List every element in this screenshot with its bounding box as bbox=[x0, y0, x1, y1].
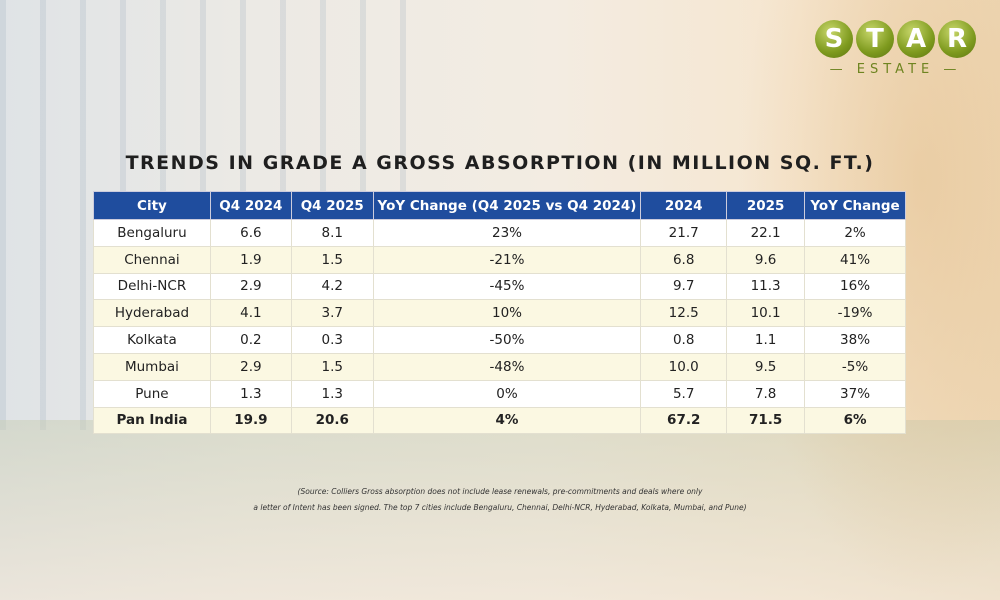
value-cell: 1.3 bbox=[290, 379, 374, 408]
column-header: Q4 2025 bbox=[290, 191, 374, 220]
value-cell: 5.7 bbox=[640, 379, 728, 408]
value-cell: 0.3 bbox=[290, 326, 374, 354]
chart-title: TRENDS IN GRADE A GROSS ABSORPTION (IN M… bbox=[125, 152, 875, 174]
logo-letter: T bbox=[856, 20, 894, 58]
value-cell: 6% bbox=[804, 406, 906, 435]
table-row: Bengaluru 6.6 8.1 23% 21.7 22.1 2% bbox=[93, 219, 906, 247]
logo-subtitle: ESTATE bbox=[856, 62, 935, 77]
value-cell: 16% bbox=[804, 272, 906, 301]
value-cell: 9.5 bbox=[726, 352, 806, 381]
column-header: 2025 bbox=[726, 191, 806, 220]
background-ground bbox=[0, 420, 1000, 600]
value-cell: 19.9 bbox=[209, 406, 292, 435]
city-cell: Delhi-NCR bbox=[93, 272, 211, 301]
star-estate-logo: S T A R — ESTATE — bbox=[813, 20, 978, 77]
footnote-line-1: (Source: Colliers Gross absorption does … bbox=[297, 487, 703, 496]
table-row: Pune 1.3 1.3 0% 5.7 7.8 37% bbox=[93, 379, 906, 408]
city-cell: Pune bbox=[93, 379, 211, 408]
logo-letter: A bbox=[897, 20, 935, 58]
value-cell: 20.6 bbox=[290, 406, 374, 435]
value-cell: 9.7 bbox=[640, 272, 728, 301]
value-cell: 10.1 bbox=[726, 299, 806, 328]
value-cell: 2% bbox=[804, 219, 906, 247]
column-header: City bbox=[93, 191, 211, 220]
column-header: Q4 2024 bbox=[209, 191, 292, 220]
city-cell: Bengaluru bbox=[93, 219, 211, 247]
value-cell: -21% bbox=[372, 245, 642, 274]
value-cell: 6.6 bbox=[209, 219, 292, 247]
value-cell: 4.2 bbox=[290, 272, 374, 301]
value-cell: -48% bbox=[372, 352, 642, 381]
value-cell: 3.7 bbox=[290, 299, 374, 328]
value-cell: 4% bbox=[372, 406, 642, 435]
value-cell: 12.5 bbox=[640, 299, 728, 328]
value-cell: 1.3 bbox=[209, 379, 292, 408]
value-cell: 10% bbox=[372, 299, 642, 328]
value-cell: 0.8 bbox=[640, 326, 728, 354]
city-cell: Pan India bbox=[93, 406, 211, 435]
value-cell: 10.0 bbox=[640, 352, 728, 381]
column-header: YoY Change (Q4 2025 vs Q4 2024) bbox=[372, 191, 642, 220]
value-cell: 38% bbox=[804, 326, 906, 354]
table-header-row: City Q4 2024 Q4 2025 YoY Change (Q4 2025 vs… bbox=[93, 191, 906, 220]
table-row: Mumbai 2.9 1.5 -48% 10.0 9.5 -5% bbox=[93, 352, 906, 381]
value-cell: 41% bbox=[804, 245, 906, 274]
city-cell: Chennai bbox=[93, 245, 211, 274]
value-cell: 23% bbox=[372, 219, 642, 247]
value-cell: -50% bbox=[372, 326, 642, 354]
value-cell: 11.3 bbox=[726, 272, 806, 301]
table-total-row: Pan India 19.9 20.6 4% 67.2 71.5 6% bbox=[93, 406, 906, 435]
value-cell: 1.5 bbox=[290, 352, 374, 381]
value-cell: 22.1 bbox=[726, 219, 806, 247]
value-cell: 7.8 bbox=[726, 379, 806, 408]
column-header: 2024 bbox=[640, 191, 728, 220]
value-cell: -45% bbox=[372, 272, 642, 301]
city-cell: Hyderabad bbox=[93, 299, 211, 328]
city-cell: Kolkata bbox=[93, 326, 211, 354]
value-cell: 21.7 bbox=[640, 219, 728, 247]
value-cell: 2.9 bbox=[209, 352, 292, 381]
absorption-table: City Q4 2024 Q4 2025 YoY Change (Q4 2025 vs… bbox=[93, 191, 906, 435]
value-cell: 8.1 bbox=[290, 219, 374, 247]
value-cell: 0.2 bbox=[209, 326, 292, 354]
table-row: Hyderabad 4.1 3.7 10% 12.5 10.1 -19% bbox=[93, 299, 906, 328]
value-cell: 1.9 bbox=[209, 245, 292, 274]
footnote-line-2: a letter of Intent has been signed. The … bbox=[253, 503, 747, 512]
value-cell: -5% bbox=[804, 352, 906, 381]
table-row: Kolkata 0.2 0.3 -50% 0.8 1.1 38% bbox=[93, 326, 906, 354]
value-cell: 71.5 bbox=[726, 406, 806, 435]
value-cell: 67.2 bbox=[640, 406, 728, 435]
logo-letter: R bbox=[938, 20, 976, 58]
value-cell: 2.9 bbox=[209, 272, 292, 301]
value-cell: 9.6 bbox=[726, 245, 806, 274]
city-cell: Mumbai bbox=[93, 352, 211, 381]
value-cell: -19% bbox=[804, 299, 906, 328]
value-cell: 6.8 bbox=[640, 245, 728, 274]
value-cell: 1.5 bbox=[290, 245, 374, 274]
table-row: Delhi-NCR 2.9 4.2 -45% 9.7 11.3 16% bbox=[93, 272, 906, 301]
logo-letter: S bbox=[815, 20, 853, 58]
value-cell: 4.1 bbox=[209, 299, 292, 328]
value-cell: 1.1 bbox=[726, 326, 806, 354]
column-header: YoY Change bbox=[804, 191, 906, 220]
table-row: Chennai 1.9 1.5 -21% 6.8 9.6 41% bbox=[93, 245, 906, 274]
value-cell: 0% bbox=[372, 379, 642, 408]
value-cell: 37% bbox=[804, 379, 906, 408]
